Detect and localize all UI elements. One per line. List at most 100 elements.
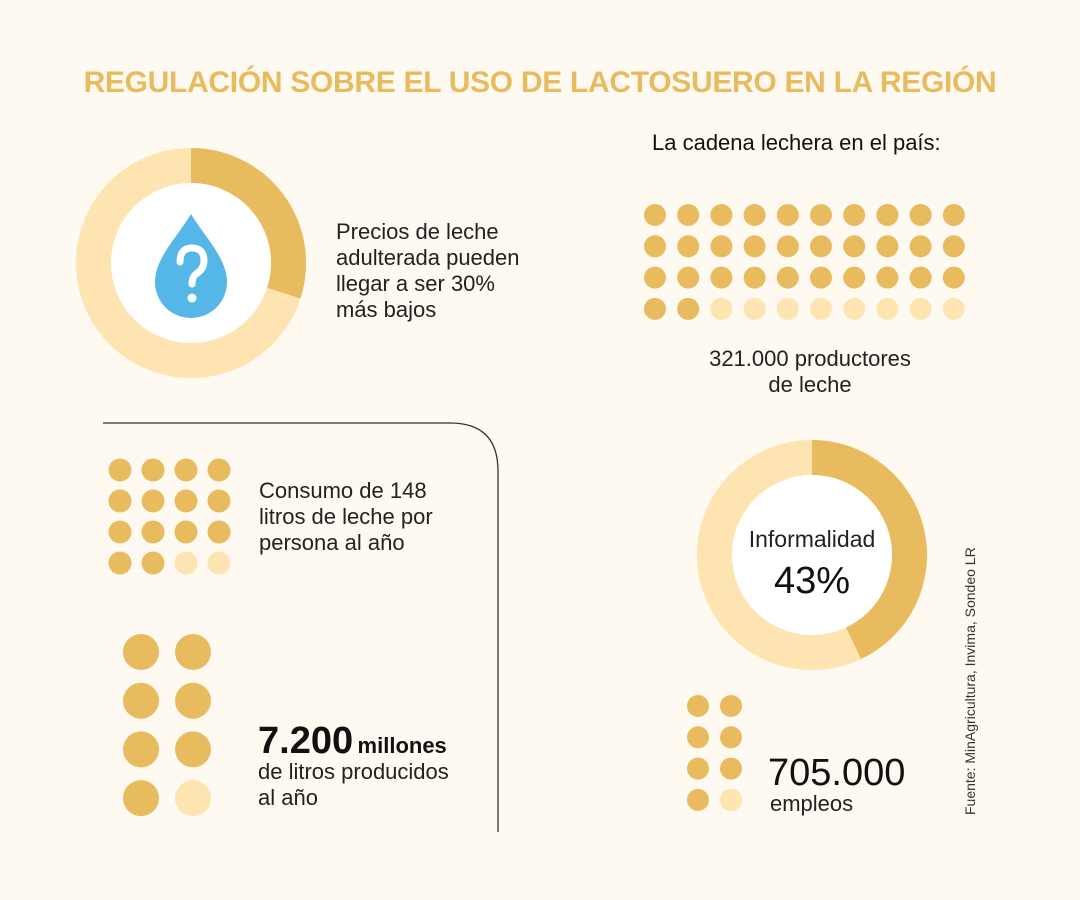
text-line: Consumo de 148 — [259, 478, 427, 503]
text-line: litros de leche por — [259, 504, 433, 529]
dot-filled — [141, 520, 165, 544]
production-text: 7.200 millones de litros producidos al a… — [258, 720, 449, 811]
dot-filled — [876, 204, 899, 226]
dot-filled — [710, 235, 733, 258]
consumption-dot-grid — [108, 458, 231, 575]
production-dot-grid — [123, 634, 211, 817]
dot-filled — [942, 204, 965, 226]
dot-filled — [644, 235, 666, 258]
producers-text: 321.000 productores de leche — [640, 346, 980, 398]
dot-filled — [776, 235, 799, 258]
dot-filled — [207, 458, 231, 482]
dot-empty — [743, 297, 766, 320]
dot-filled — [141, 551, 165, 575]
price-donut — [76, 148, 306, 378]
dot-filled — [687, 695, 709, 717]
dot-filled — [909, 235, 932, 258]
production-value: 7.200 — [258, 720, 354, 762]
dot-filled — [174, 520, 198, 544]
informality-donut — [697, 440, 927, 670]
dot-filled — [123, 682, 159, 719]
dot-filled — [687, 788, 709, 811]
dot-filled — [743, 266, 766, 289]
informality-label: Informalidad — [748, 526, 876, 552]
dot-filled — [677, 235, 700, 258]
dot-filled — [174, 458, 198, 482]
dot-filled — [207, 489, 231, 513]
dot-filled — [810, 235, 832, 258]
dot-empty — [909, 297, 932, 320]
dot-filled — [123, 780, 159, 817]
dot-filled — [175, 682, 211, 719]
dot-filled — [175, 634, 211, 670]
dot-filled — [776, 266, 799, 289]
text-line: más bajos — [336, 297, 437, 322]
dot-filled — [743, 235, 766, 258]
dot-filled — [141, 458, 165, 482]
dot-filled — [644, 204, 666, 226]
jobs-label: empleos — [770, 791, 854, 816]
dot-filled — [644, 297, 666, 320]
dot-filled — [123, 731, 159, 768]
dot-filled — [175, 731, 211, 768]
dot-filled — [644, 266, 666, 289]
dot-filled — [909, 204, 932, 226]
dot-filled — [677, 297, 700, 320]
page-title: REGULACIÓN SOBRE EL USO DE LACTOSUERO EN… — [83, 66, 997, 99]
dot-empty — [207, 551, 231, 575]
dot-filled — [876, 235, 899, 258]
jobs-dot-grid — [687, 695, 742, 811]
dot-filled — [710, 204, 733, 226]
jobs-value: 705.000 — [768, 752, 906, 794]
text-line: Precios de leche — [336, 219, 499, 244]
text-line: 321.000 productores — [709, 346, 911, 371]
dot-filled — [710, 266, 733, 289]
dot-empty — [776, 297, 799, 320]
production-unit: millones — [357, 733, 447, 758]
dot-filled — [942, 266, 965, 289]
water-drop-question-icon — [155, 214, 227, 318]
donut-segment — [811, 440, 927, 660]
dot-empty — [175, 780, 211, 817]
dot-filled — [123, 634, 159, 670]
source-note: Fuente: MinAgricultura, Invima, Sondeo L… — [962, 547, 978, 815]
text-line: de leche — [768, 372, 852, 397]
dot-filled — [810, 204, 832, 226]
donut-center — [732, 475, 892, 635]
dot-filled — [942, 235, 965, 258]
dot-filled — [141, 489, 165, 513]
dot-filled — [108, 551, 132, 575]
dot-filled — [843, 266, 866, 289]
dot-filled — [174, 489, 198, 513]
text-line: adulterada pueden — [336, 245, 520, 270]
text-line: llegar a ser 30% — [336, 271, 495, 296]
dot-filled — [909, 266, 932, 289]
dot-filled — [108, 458, 132, 482]
dot-filled — [876, 266, 899, 289]
text-line: al año — [258, 785, 318, 810]
dot-filled — [720, 726, 742, 749]
producers-dot-grid — [644, 204, 965, 320]
dot-filled — [810, 266, 832, 289]
consumption-text: Consumo de 148 litros de leche por perso… — [259, 478, 433, 556]
dot-empty — [174, 551, 198, 575]
dot-empty — [720, 788, 742, 811]
text-line: de litros producidos — [258, 759, 449, 784]
dot-filled — [687, 726, 709, 749]
dot-empty — [710, 297, 733, 320]
informality-value: 43% — [773, 560, 851, 602]
dot-filled — [743, 204, 766, 226]
dot-filled — [677, 266, 700, 289]
dot-filled — [843, 204, 866, 226]
section-subtitle: La cadena lechera en el país: — [652, 130, 941, 155]
dot-filled — [108, 520, 132, 544]
dot-filled — [207, 520, 231, 544]
dot-filled — [776, 204, 799, 226]
dot-empty — [942, 297, 965, 320]
dot-filled — [720, 695, 742, 717]
dot-filled — [720, 757, 742, 780]
divider-line — [103, 422, 499, 832]
dot-empty — [876, 297, 899, 320]
